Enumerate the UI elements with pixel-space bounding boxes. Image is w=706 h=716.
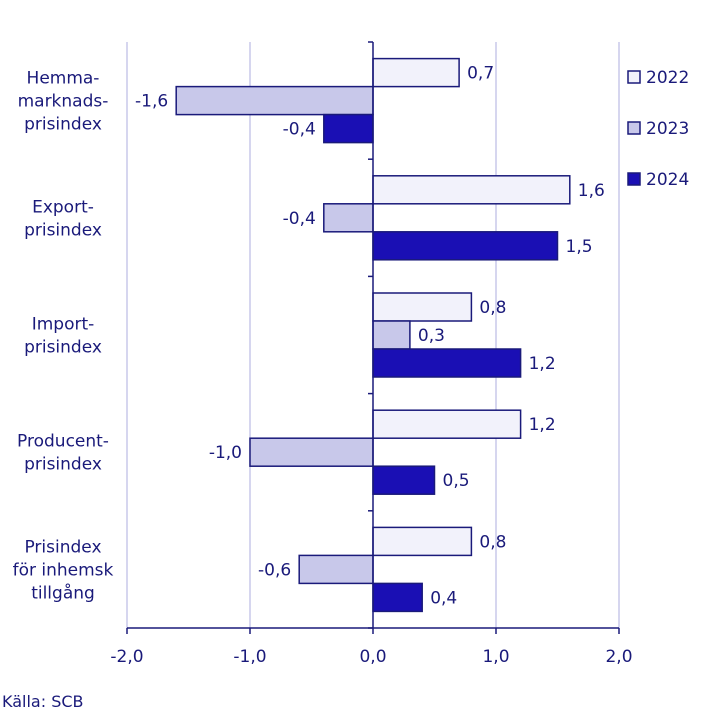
data-label: -1,6 [135,92,168,112]
bar-2024 [323,113,374,144]
legend-label-2022: 2022 [646,68,689,88]
bar-2023 [175,85,374,116]
bar-2024 [372,231,559,261]
category-labels: Hemma-marknads-prisindex Export-prisindex… [13,69,114,604]
x-tick-labels: -2,0 -1,0 0,0 1,0 2,0 [110,647,632,667]
data-label: 0,7 [467,64,494,84]
x-tick-label: -1,0 [233,647,266,667]
x-tick-label: -2,0 [110,647,143,667]
bar-2022 [372,526,473,557]
data-labels: 0,7 -1,6 -0,4 1,6 -0,4 1,5 0,8 0,3 1,2 1,2 -1,0 0,5… [135,64,605,609]
category-label: Import-prisindex [24,315,102,358]
axes [126,41,620,634]
bar-2022 [372,409,522,439]
bar-2023 [298,554,374,585]
bar-2023 [323,203,374,233]
data-label: 0,5 [443,471,470,491]
bar-2023 [249,437,374,467]
data-label: 1,2 [529,354,556,374]
category-label: Export-prisindex [24,197,102,240]
legend: 2022 2023 2024 [627,68,689,190]
bar-2022 [372,292,473,322]
category-label: Hemma-marknads-prisindex [18,69,109,135]
data-label: 1,6 [578,181,605,201]
data-label: -0,6 [258,560,291,580]
data-label: 1,2 [529,415,556,435]
source-note: Källa: SCB [2,692,84,711]
bar-2024 [372,348,522,378]
bar-2024 [372,582,423,613]
bar-2022 [372,175,571,205]
bar-2023 [372,320,411,350]
bar-2022 [372,57,460,88]
x-tick-label: 1,0 [482,647,509,667]
category-label: Producent-prisindex [17,432,109,475]
data-label: 0,3 [418,326,445,346]
grid-lines [126,42,620,628]
legend-label-2024: 2024 [646,170,689,190]
data-label: 0,8 [479,298,506,318]
legend-swatch-2022 [627,70,641,84]
x-tick-label: 0,0 [359,647,386,667]
legend-swatch-2023 [627,121,641,135]
data-label: 0,8 [479,532,506,552]
data-label: -1,0 [209,443,242,463]
category-label: Prisindex för inhemsk tillgång [13,537,114,603]
data-label: 1,5 [566,237,593,257]
data-label: -0,4 [283,209,316,229]
x-tick-label: 2,0 [605,647,632,667]
data-label: -0,4 [283,120,316,140]
bar-2024 [372,465,436,495]
bars [175,57,571,613]
data-label: 0,4 [430,588,457,608]
legend-label-2023: 2023 [646,119,689,139]
legend-swatch-2024 [627,172,641,186]
